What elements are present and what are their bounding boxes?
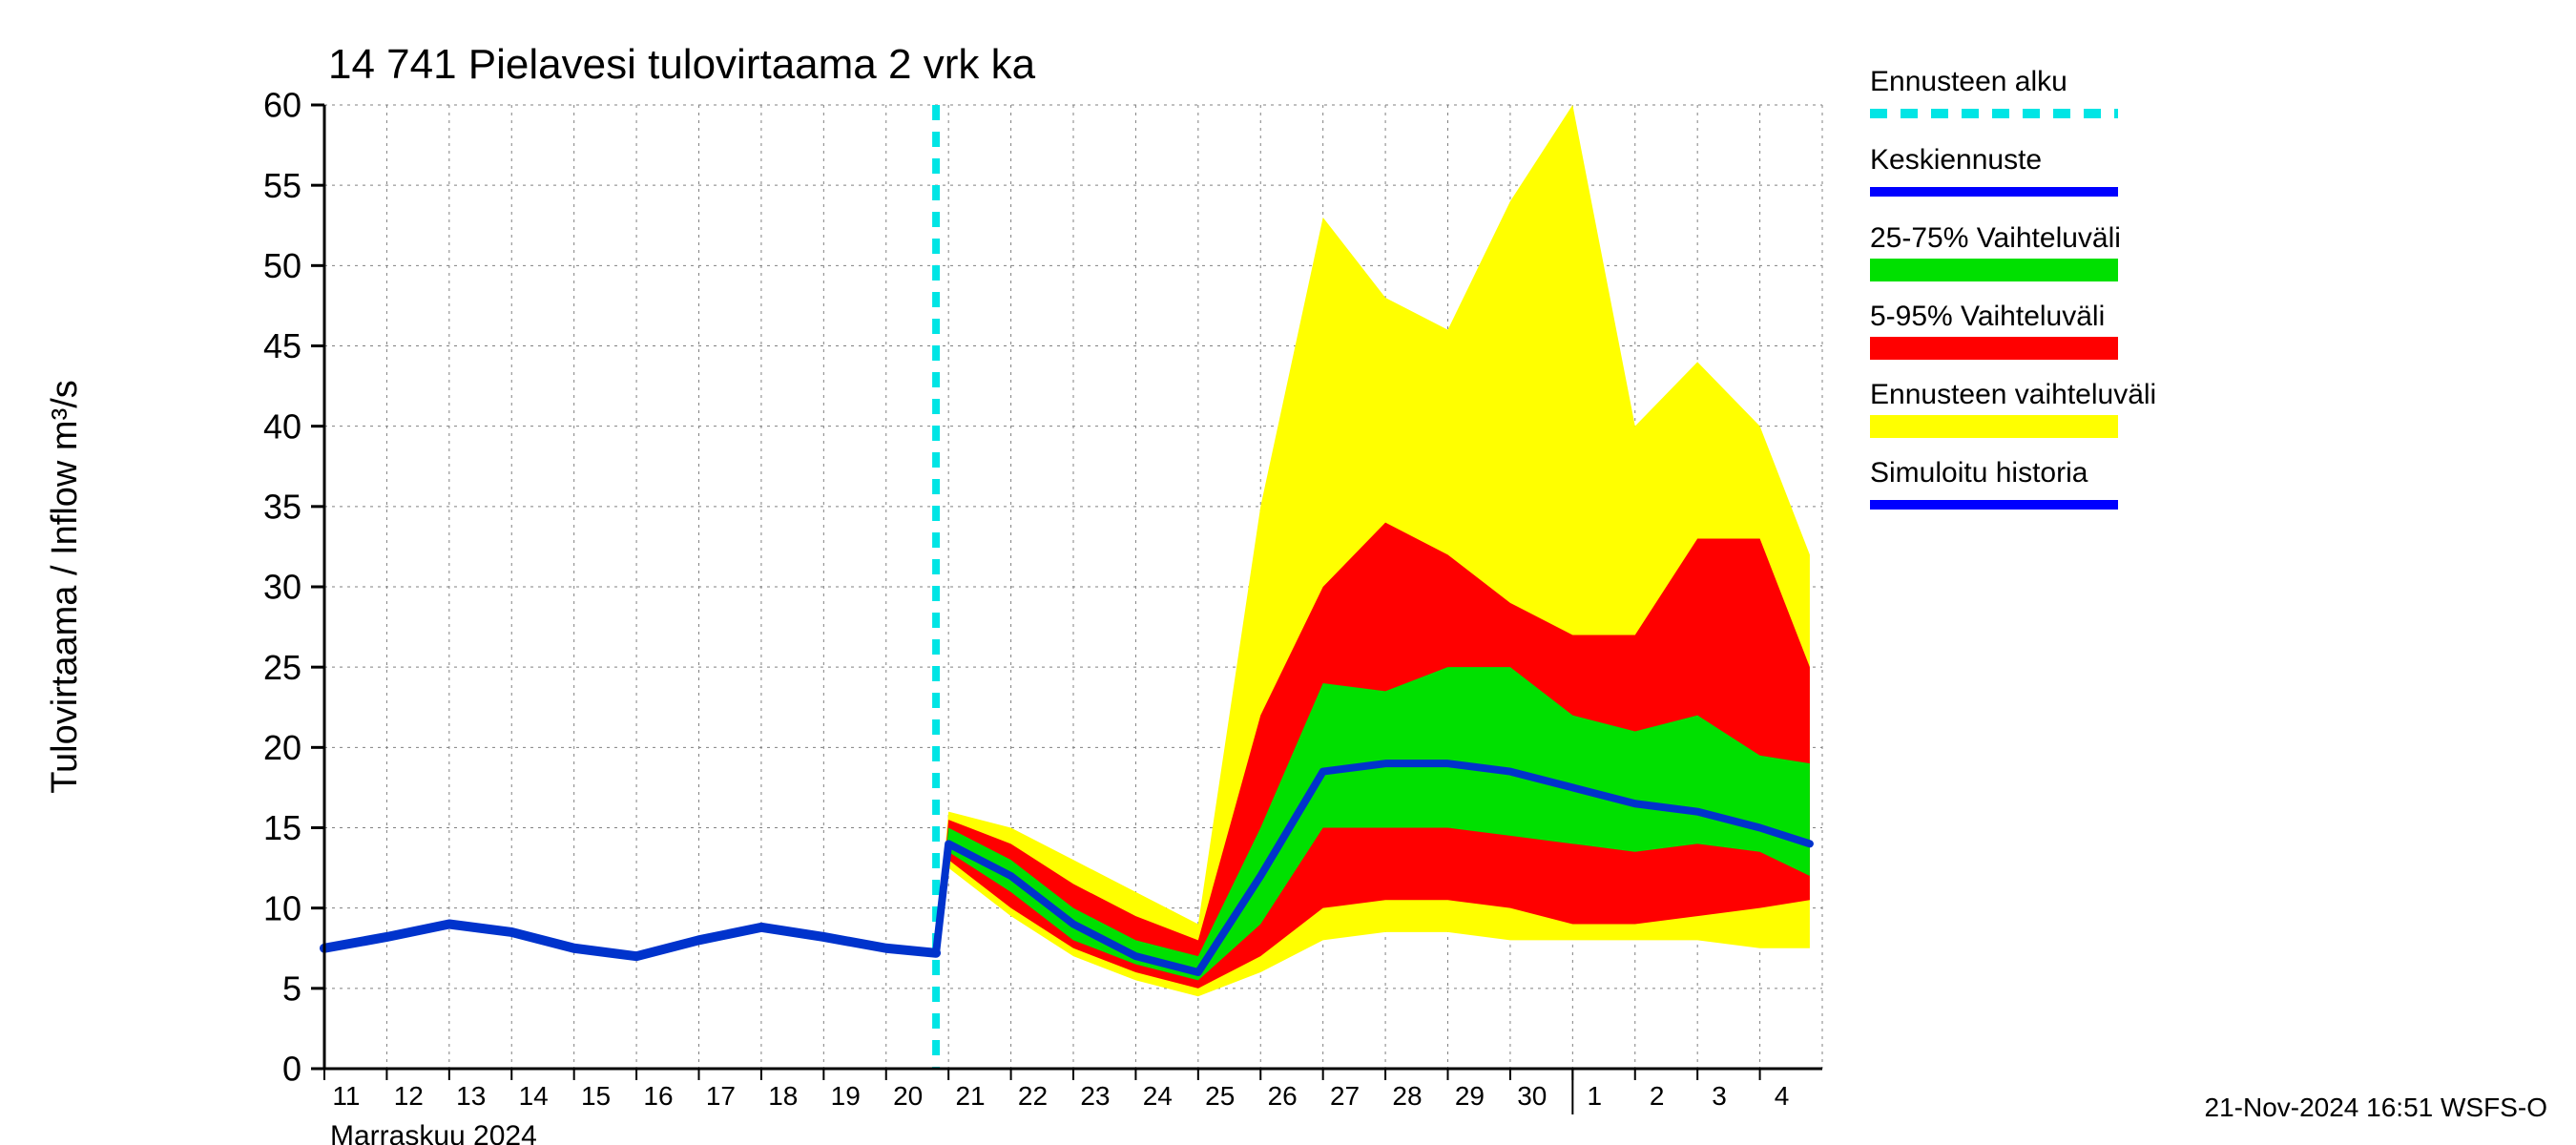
xtick-label: 3 — [1712, 1081, 1727, 1111]
timestamp-label: 21-Nov-2024 16:51 WSFS-O — [2205, 1093, 2548, 1122]
xtick-label: 23 — [1080, 1081, 1110, 1111]
xtick-label: 16 — [643, 1081, 673, 1111]
ytick-label: 10 — [263, 888, 301, 927]
legend-swatch — [1870, 415, 2118, 438]
legend-label: 25-75% Vaihteluväli — [1870, 222, 2121, 254]
inflow-chart: 0510152025303540455055601112131415161718… — [0, 0, 2576, 1145]
xtick-label: 22 — [1018, 1081, 1048, 1111]
ytick-label: 20 — [263, 728, 301, 767]
ytick-label: 25 — [263, 648, 301, 687]
xtick-label: 28 — [1392, 1081, 1422, 1111]
xtick-label: 20 — [893, 1081, 923, 1111]
ytick-label: 40 — [263, 406, 301, 446]
ytick-label: 45 — [263, 326, 301, 365]
legend-swatch — [1870, 337, 2118, 360]
legend-label: Ennusteen alku — [1870, 66, 2067, 97]
xtick-label: 29 — [1455, 1081, 1485, 1111]
ytick-label: 15 — [263, 808, 301, 847]
xtick-label: 2 — [1650, 1081, 1665, 1111]
xtick-label: 19 — [831, 1081, 861, 1111]
ytick-label: 0 — [282, 1050, 301, 1089]
xtick-label: 11 — [332, 1081, 360, 1111]
xtick-label: 4 — [1775, 1081, 1790, 1111]
xtick-label: 27 — [1330, 1081, 1360, 1111]
xtick-label: 13 — [456, 1081, 486, 1111]
legend-label: Ennusteen vaihteluväli — [1870, 379, 2156, 410]
chart-title: 14 741 Pielavesi tulovirtaama 2 vrk ka — [328, 41, 1036, 88]
xtick-label: 30 — [1517, 1081, 1547, 1111]
ytick-label: 55 — [263, 166, 301, 205]
xtick-label: 26 — [1268, 1081, 1298, 1111]
xtick-label: 14 — [519, 1081, 549, 1111]
xtick-label: 12 — [394, 1081, 424, 1111]
xtick-label: 18 — [768, 1081, 798, 1111]
ytick-label: 50 — [263, 246, 301, 285]
month-label-fi: Marraskuu 2024 — [330, 1120, 537, 1145]
legend-label: Keskiennuste — [1870, 144, 2042, 176]
legend-label: 5-95% Vaihteluväli — [1870, 301, 2105, 332]
xtick-label: 21 — [955, 1081, 985, 1111]
legend-swatch — [1870, 259, 2118, 281]
xtick-label: 24 — [1143, 1081, 1173, 1111]
xtick-label: 17 — [706, 1081, 736, 1111]
ytick-label: 35 — [263, 487, 301, 526]
chart-container: 0510152025303540455055601112131415161718… — [0, 0, 2576, 1145]
xtick-label: 15 — [581, 1081, 611, 1111]
ytick-label: 5 — [282, 968, 301, 1008]
y-axis-label: Tulovirtaama / Inflow m³/s — [45, 380, 85, 794]
xtick-label: 1 — [1587, 1081, 1602, 1111]
xtick-label: 25 — [1205, 1081, 1235, 1111]
legend-label: Simuloitu historia — [1870, 457, 2088, 489]
ytick-label: 60 — [263, 86, 301, 125]
ytick-label: 30 — [263, 568, 301, 607]
